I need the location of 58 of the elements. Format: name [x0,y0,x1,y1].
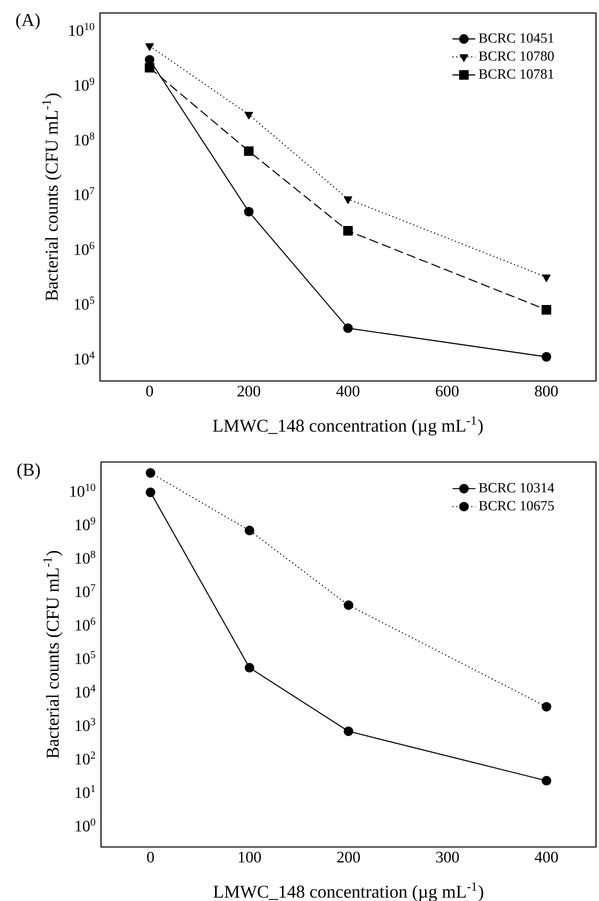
chart-title: (A) [16,13,40,30]
point [343,323,353,334]
point [244,526,254,536]
y-axis-title: Bacterial counts (CFU mL$^{-1}$) [43,550,62,758]
legend-label: BCRC 10781 [478,69,554,79]
x-tick-label: 0 [147,852,154,862]
y-tick-label: 10$^{8}$ [76,550,96,564]
x-tick-label: 0 [146,386,153,396]
x-tick-label: 400 [534,852,558,862]
point [542,274,551,282]
point [244,112,254,120]
point [244,662,254,673]
point [542,702,552,712]
legend-label: BCRC 10675 [478,500,554,510]
point [542,352,552,362]
y-tick-label: 10$^{8}$ [74,132,94,146]
legend-label: BCRC 10780 [478,51,554,61]
x-tick-label: 300 [436,852,459,862]
y-tick-label: 10$^{1}$ [76,785,95,798]
y-tick-label: 10$^{9}$ [76,517,96,530]
y-axis-title: Bacterial counts (CFU mL$^{-1}$) [42,93,62,301]
x-axis-title: LMWC_148 concentration (µg mL$^{-1}$) [214,882,484,901]
y-tick-label: 10$^{0}$ [76,818,96,832]
y-tick-label: 10$^{5}$ [76,651,96,664]
point [344,196,352,204]
x-axis-title: LMWC_148 concentration (µg mL$^{-1}$) [213,416,483,436]
y-tick-label: 10$^{6}$ [74,242,94,255]
y-tick-label: 10$^{2}$ [76,752,96,765]
x-tick-label: 200 [337,852,360,862]
y-tick-label: 10$^{9}$ [74,78,94,91]
point [343,226,353,236]
legend-label: BCRC 10314 [478,483,554,492]
y-tick-label: 10$^{3}$ [76,718,96,732]
y-tick-label: 10$^{7}$ [76,584,96,598]
y-tick-label: 10$^{7}$ [74,187,94,200]
y-tick-label: 10$^{4}$ [74,351,94,364]
point [146,468,156,478]
y-tick-label: 10$^{6}$ [76,618,96,631]
point [145,43,154,51]
chart-title: (B) [17,463,40,480]
legend-label: BCRC 10451 [478,33,554,43]
x-tick-label: 400 [336,386,360,396]
point [542,304,552,315]
y-tick-label: 10$^{4}$ [76,684,96,698]
point [344,726,354,736]
x-tick-label: 100 [238,852,261,862]
point [542,776,552,786]
point [144,62,154,73]
point [244,146,254,156]
y-tick-label: 10$^{10}$ [69,22,94,36]
point [344,600,354,610]
y-tick-label: 10$^{10}$ [70,484,96,497]
x-tick-label: 800 [534,386,558,396]
x-tick-label: 200 [238,386,260,396]
point [244,206,254,216]
y-tick-label: 10$^{5}$ [74,296,94,310]
point [146,488,156,498]
x-tick-label: 600 [436,386,459,396]
